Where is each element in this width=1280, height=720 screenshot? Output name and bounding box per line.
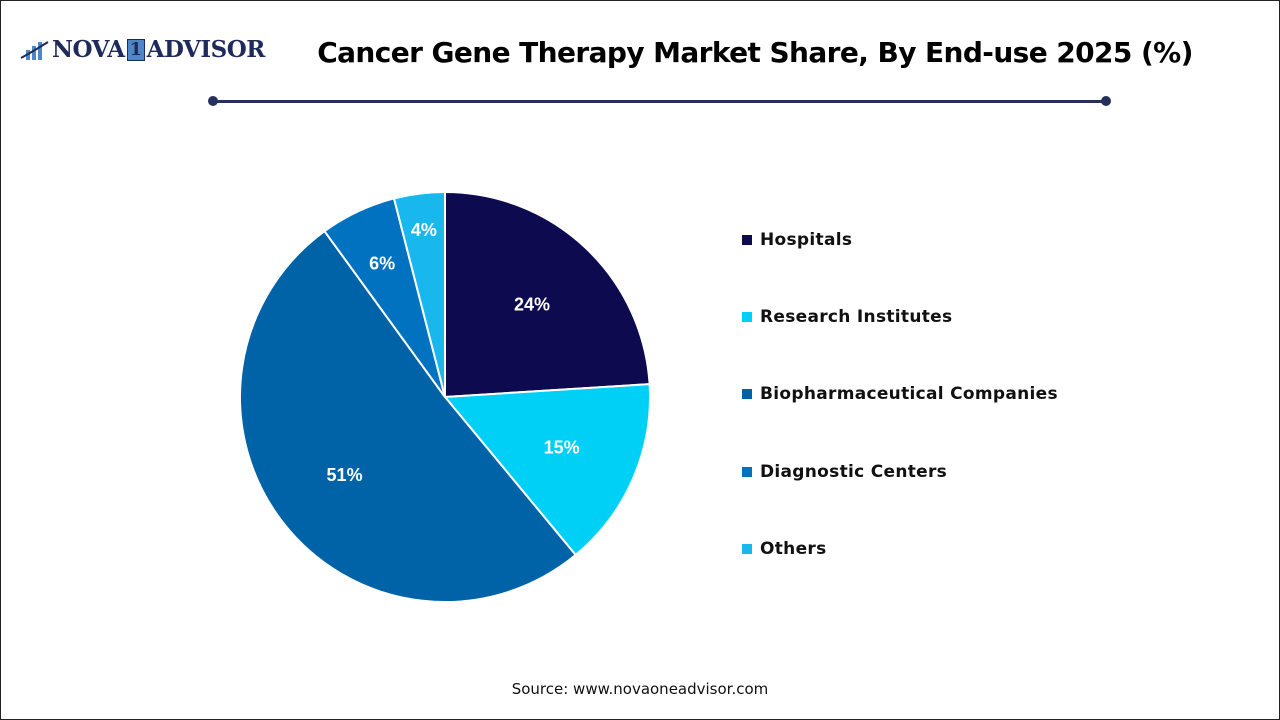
legend-item-diagnostic-centers: Diagnostic Centers — [742, 462, 947, 482]
data-label: 51% — [327, 465, 363, 485]
divider-dot-left — [208, 96, 218, 106]
logo: NOVA 1 ADVISOR — [20, 36, 265, 63]
divider-dot-right — [1101, 96, 1111, 106]
legend-label: Others — [760, 539, 827, 559]
legend-label: Biopharmaceutical Companies — [760, 384, 1058, 404]
legend-label: Hospitals — [760, 230, 853, 250]
pie-slice-hospitals — [444, 190, 651, 399]
pie-slice-others — [392, 190, 446, 398]
source-note: Source: www.novaoneadvisor.com — [511, 680, 769, 698]
data-label: 24% — [514, 294, 550, 314]
legend-item-biopharmaceutical-companies: Biopharmaceutical Companies — [742, 384, 1058, 404]
legend-item-research-institutes: Research Institutes — [742, 307, 952, 327]
legend-item-hospitals: Hospitals — [742, 230, 852, 250]
legend-swatch — [742, 389, 752, 399]
legend-label: Diagnostic Centers — [760, 462, 948, 482]
legend-swatch — [742, 544, 752, 554]
chart-title: Cancer Gene Therapy Market Share, By End… — [317, 36, 1193, 69]
legend-item-others: Others — [742, 539, 827, 559]
legend-swatch — [742, 467, 752, 477]
data-label: 6% — [369, 253, 395, 273]
legend-swatch — [742, 235, 752, 245]
pie-slice-biopharmaceutical-companies — [239, 229, 578, 604]
data-label: 15% — [544, 437, 580, 457]
data-label: 4% — [411, 220, 437, 240]
pie-slice-research-institutes — [442, 383, 651, 557]
legend-label: Research Institutes — [760, 307, 953, 327]
title-divider — [213, 100, 1107, 103]
legend-swatch — [742, 312, 752, 322]
bar-chart-logo-icon — [20, 40, 49, 60]
